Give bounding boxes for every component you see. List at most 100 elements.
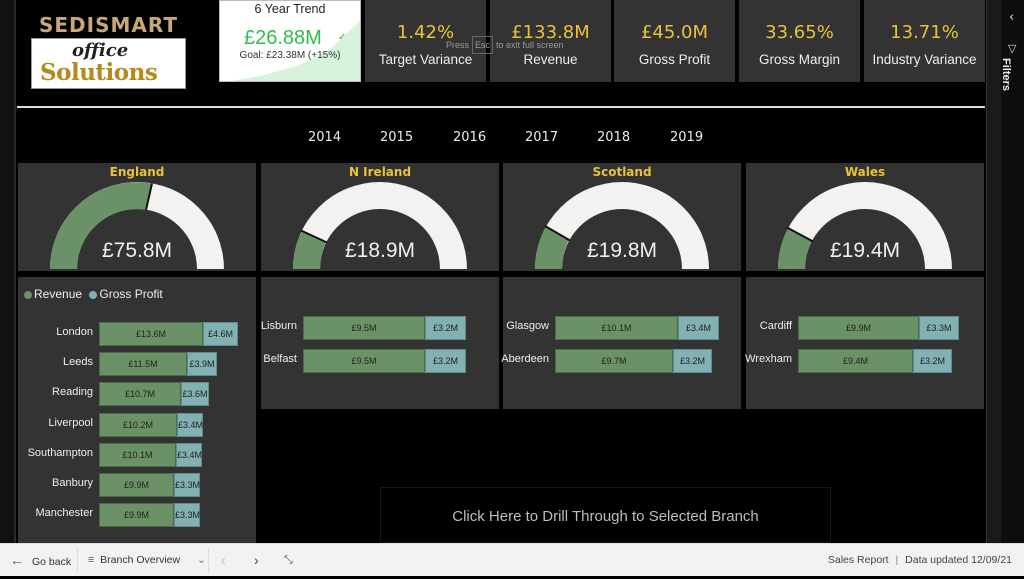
kpi-label: Gross Profit bbox=[638, 52, 711, 67]
data-updated: Data updated 12/09/21 bbox=[905, 554, 1012, 566]
gauge-arc bbox=[50, 182, 224, 269]
gauge-value: £19.4M bbox=[829, 239, 901, 262]
branch-name: Manchester bbox=[35, 507, 93, 520]
expand-chevron-icon[interactable]: ‹ bbox=[1009, 10, 1015, 25]
year-2016[interactable]: 2016 bbox=[453, 130, 487, 145]
trend-title: 6 Year Trend bbox=[254, 2, 326, 16]
fullscreen-hint: Press Esc to exit full screen bbox=[446, 36, 564, 54]
revenue-bar[interactable]: £10.2M bbox=[99, 412, 177, 437]
year-2019[interactable]: 2019 bbox=[670, 130, 704, 145]
gross-profit-bar[interactable]: £3.4M bbox=[678, 316, 719, 340]
kpi-value: £45.0M bbox=[640, 22, 709, 43]
branch-name: Belfast bbox=[263, 353, 297, 365]
next-page-button[interactable]: › bbox=[254, 552, 259, 568]
gross-profit-bar[interactable]: £3.2M bbox=[425, 349, 466, 373]
filters-label[interactable]: Filters bbox=[1000, 58, 1012, 92]
gauge-title: Wales bbox=[844, 165, 886, 179]
branch-name: Cardiff bbox=[759, 320, 792, 332]
logo-brand: SEDISMART bbox=[38, 13, 179, 37]
separator bbox=[77, 548, 78, 573]
n-ireland-branch-chart: Lisburn £9.5M £3.2M Belfast £9.5M £3.2M bbox=[261, 277, 499, 409]
legend-revenue[interactable]: Revenue bbox=[24, 287, 82, 301]
kpi-label: Gross Margin bbox=[758, 52, 841, 67]
revenue-bar[interactable]: £13.6M bbox=[99, 322, 203, 346]
legend-gross-profit[interactable]: Gross Profit bbox=[89, 287, 163, 301]
wales-branch-chart: Cardiff £9.9M £3.3M Wrexham £9.4M £3.2M bbox=[745, 277, 984, 409]
revenue-bar[interactable]: £11.5M bbox=[99, 352, 187, 377]
gauge-scotland[interactable]: Scotland £19.8M bbox=[503, 163, 741, 271]
drill-through-button[interactable]: Click Here to Drill Through to Selected … bbox=[380, 487, 831, 543]
kpi-target-variance: 1.42% Target Variance bbox=[365, 0, 486, 82]
kpi-label: Target Variance bbox=[378, 52, 473, 67]
branch-name: Southampton bbox=[27, 446, 93, 459]
gross-profit-bar[interactable]: £3.4M bbox=[177, 412, 203, 437]
revenue-bar[interactable]: £9.9M bbox=[99, 503, 174, 528]
revenue-bar[interactable]: £9.9M bbox=[99, 473, 174, 497]
scotland-branch-chart: Glasgow £10.1M £3.4M Aberdeen £9.7M £3.2M bbox=[501, 277, 741, 409]
revenue-bar[interactable]: £9.5M bbox=[303, 316, 425, 340]
year-2014[interactable]: 2014 bbox=[308, 130, 342, 145]
chart-legend: Revenue Gross Profit bbox=[24, 287, 167, 301]
gross-profit-bar[interactable]: £3.2M bbox=[673, 349, 712, 373]
gross-profit-bar[interactable]: £3.3M bbox=[174, 473, 200, 497]
year-2018[interactable]: 2018 bbox=[597, 130, 631, 145]
branch-name: Reading bbox=[52, 386, 93, 399]
gauge-england[interactable]: England £75.8M bbox=[18, 163, 256, 271]
gross-profit-bar[interactable]: £3.2M bbox=[425, 316, 466, 340]
trend-value: £26.88M bbox=[244, 27, 322, 49]
branch-name: Lisburn bbox=[260, 320, 297, 332]
bottom-navigation-bar: ← Go back ≡ Branch Overview ⌄ ‹ › ⤡ Sales … bbox=[0, 543, 1024, 576]
gross-profit-bar[interactable]: £3.3M bbox=[174, 503, 200, 528]
gross-profit-bar[interactable]: £3.4M bbox=[176, 442, 202, 467]
kpi-value: 33.65% bbox=[765, 22, 834, 43]
info-separator: | bbox=[895, 554, 899, 566]
six-year-trend-kpi[interactable]: 6 Year Trend £26.88M ✓ Goal: £23.38M (+1… bbox=[219, 0, 361, 82]
left-edge bbox=[0, 0, 16, 543]
page-selector[interactable]: ≡ Branch Overview ⌄ bbox=[88, 544, 206, 577]
filters-pane-collapsed: ‹ ▽ Filters bbox=[986, 0, 1024, 543]
branch-name: Liverpool bbox=[48, 416, 93, 429]
separator bbox=[208, 548, 209, 573]
gross-profit-bar[interactable]: £3.9M bbox=[187, 352, 217, 377]
kpi-label: Industry Variance bbox=[872, 52, 977, 67]
trend-goal: Goal: £23.38M (+15%) bbox=[239, 50, 341, 61]
gross-profit-bar[interactable]: £3.2M bbox=[913, 349, 952, 373]
revenue-bar[interactable]: £9.9M bbox=[798, 316, 919, 340]
report-name: Sales Report bbox=[827, 554, 889, 566]
gauge-n-ireland[interactable]: N Ireland £18.9M bbox=[261, 163, 499, 271]
scrollbar-strip bbox=[987, 0, 1001, 543]
gross-profit-bar[interactable]: £3.6M bbox=[181, 382, 209, 407]
trend-area-chart bbox=[231, 20, 360, 81]
revenue-bar[interactable]: £9.7M bbox=[555, 349, 673, 373]
revenue-bar[interactable]: £10.1M bbox=[555, 316, 678, 340]
logo-solutions-text: Solutions bbox=[40, 59, 158, 86]
kpi-gross-margin: 33.65% Gross Margin bbox=[739, 0, 860, 82]
gauge-wales[interactable]: Wales £19.4M bbox=[746, 163, 984, 271]
gauge-title: Scotland bbox=[592, 165, 652, 179]
revenue-bar[interactable]: £10.1M bbox=[99, 442, 176, 467]
revenue-bar[interactable]: £10.7M bbox=[99, 382, 181, 407]
hint-press: Press bbox=[446, 40, 470, 50]
exit-fullscreen-icon[interactable]: ⤡ bbox=[284, 554, 293, 566]
revenue-bar[interactable]: £9.4M bbox=[798, 349, 913, 373]
revenue-bar[interactable]: £9.5M bbox=[303, 349, 425, 373]
legend-label: Gross Profit bbox=[99, 287, 163, 301]
kpi-gross-profit: £45.0M Gross Profit bbox=[614, 0, 735, 82]
year-2017[interactable]: 2017 bbox=[525, 130, 559, 145]
esc-key: Esc bbox=[472, 36, 494, 54]
branch-name: Banbury bbox=[52, 477, 93, 489]
check-icon: ✓ bbox=[338, 32, 347, 43]
previous-page-button[interactable]: ‹ bbox=[221, 552, 226, 568]
branch-name: Leeds bbox=[63, 356, 93, 369]
gauge-arc bbox=[534, 182, 709, 269]
logo-office-text: office bbox=[72, 40, 129, 61]
year-2015[interactable]: 2015 bbox=[380, 130, 414, 145]
gross-profit-bar[interactable]: £3.3M bbox=[919, 316, 959, 340]
gross-profit-bar[interactable]: £4.6M bbox=[203, 322, 238, 346]
report-info: Sales Report | Data updated 12/09/21 bbox=[828, 544, 1012, 577]
kpi-label: Revenue bbox=[523, 52, 578, 67]
kpi-industry-variance: 13.71% Industry Variance bbox=[864, 0, 985, 82]
logo-box: office Solutions bbox=[31, 38, 186, 89]
go-back-button[interactable]: ← Go back bbox=[10, 544, 71, 577]
